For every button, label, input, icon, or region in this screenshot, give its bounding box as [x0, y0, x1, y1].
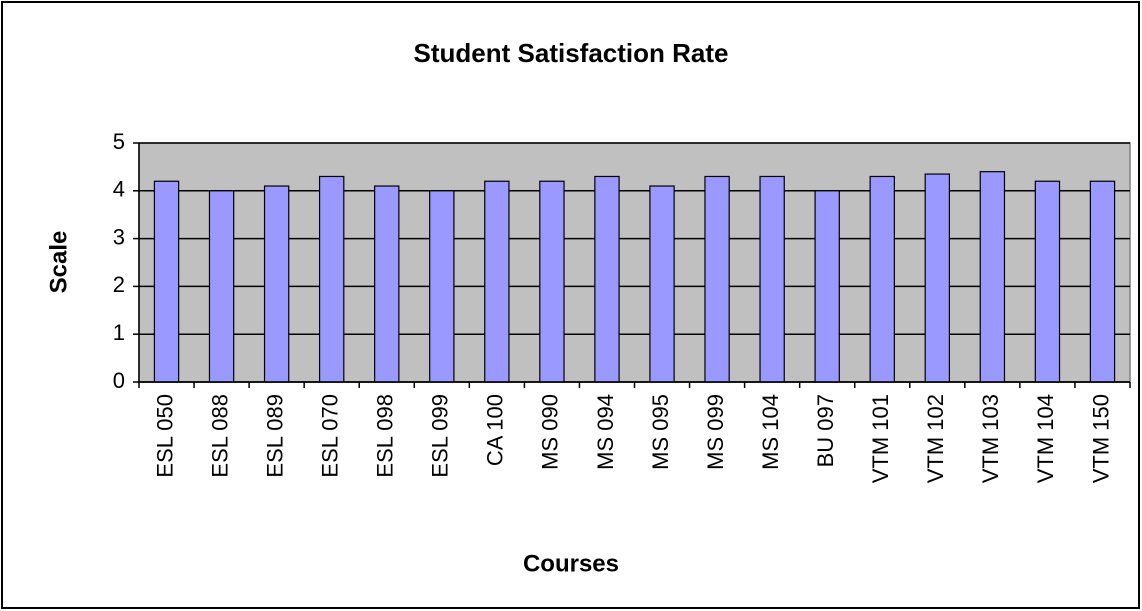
y-axis-title: Scale	[45, 231, 72, 294]
bar	[539, 180, 565, 383]
y-tick-label: 1	[113, 320, 125, 345]
y-tick-label: 0	[113, 368, 125, 393]
x-tick-label: CA 100	[483, 394, 508, 466]
bar	[759, 175, 785, 383]
x-tick-label: ESL 099	[428, 394, 453, 478]
x-tick-label: VTM 103	[978, 394, 1003, 483]
bar	[814, 190, 840, 383]
bar	[924, 173, 951, 383]
x-tick-label: VTM 101	[868, 394, 893, 483]
x-tick-label: VTM 150	[1088, 394, 1113, 483]
y-tick-label: 3	[113, 224, 125, 249]
x-tick-label: ESL 098	[373, 394, 398, 478]
x-tick-label: MS 095	[648, 394, 673, 470]
bar	[484, 180, 510, 383]
x-tick-label: ESL 089	[262, 394, 287, 478]
bar	[374, 185, 400, 383]
x-tick-label: MS 090	[538, 394, 563, 470]
plot-area	[138, 142, 1131, 383]
x-tick-label: ESL 070	[318, 394, 343, 478]
bar	[429, 190, 455, 383]
y-tick-label: 5	[113, 129, 125, 154]
x-tick-label: VTM 102	[923, 394, 948, 483]
bar	[1034, 180, 1061, 383]
x-axis-title: Courses	[523, 550, 619, 577]
bar	[594, 175, 620, 383]
chart-title: Student Satisfaction Rate	[414, 38, 729, 68]
x-tick-label: ESL 050	[152, 394, 177, 478]
x-tick-label: MS 099	[703, 394, 728, 470]
bar	[704, 175, 730, 383]
bar	[869, 175, 895, 383]
y-tick-label: 4	[113, 177, 125, 202]
bar	[1089, 180, 1116, 383]
bar	[318, 175, 345, 383]
bar	[649, 185, 675, 383]
bar	[208, 190, 235, 383]
bar	[263, 185, 290, 383]
x-tick-label: MS 094	[593, 394, 618, 470]
bar	[979, 171, 1006, 383]
x-tick-label: BU 097	[813, 394, 838, 467]
x-tick-label: VTM 104	[1033, 394, 1058, 483]
y-tick-label: 2	[113, 272, 125, 297]
bar	[153, 180, 180, 383]
x-tick-label: MS 104	[758, 394, 783, 470]
x-tick-label: ESL 088	[207, 394, 232, 478]
